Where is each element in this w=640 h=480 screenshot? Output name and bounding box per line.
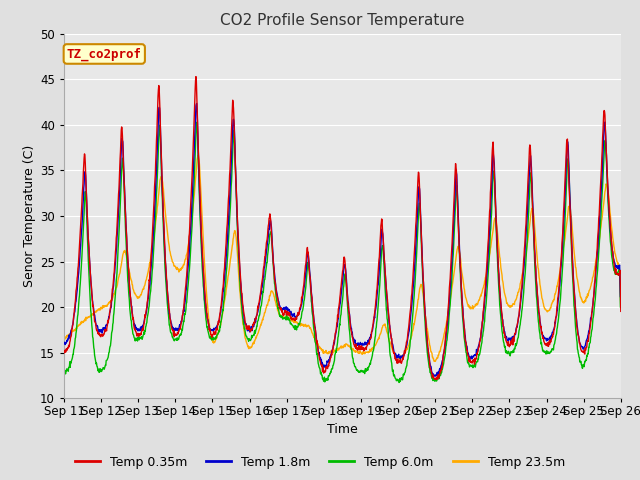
Text: TZ_co2prof: TZ_co2prof <box>67 48 142 60</box>
Legend: Temp 0.35m, Temp 1.8m, Temp 6.0m, Temp 23.5m: Temp 0.35m, Temp 1.8m, Temp 6.0m, Temp 2… <box>70 451 570 474</box>
Title: CO2 Profile Sensor Temperature: CO2 Profile Sensor Temperature <box>220 13 465 28</box>
Y-axis label: Senor Temperature (C): Senor Temperature (C) <box>23 145 36 287</box>
X-axis label: Time: Time <box>327 422 358 435</box>
